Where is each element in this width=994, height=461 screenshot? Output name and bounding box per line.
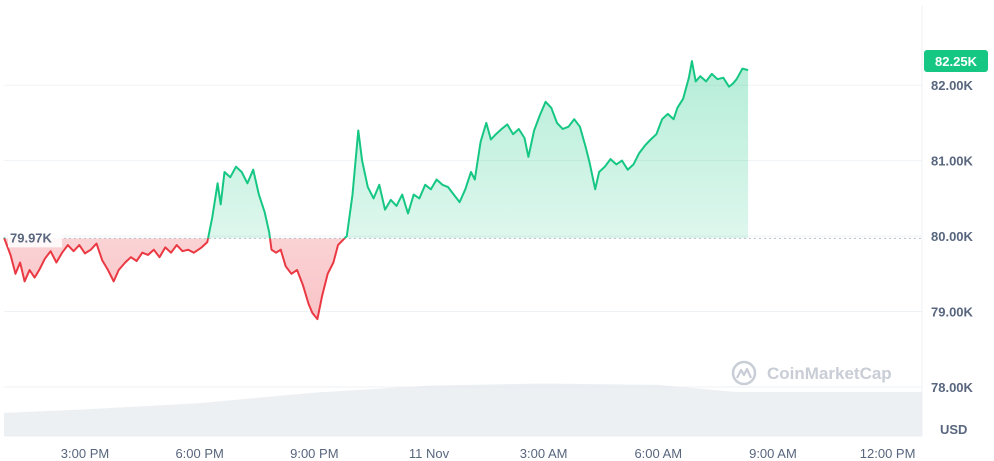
price-area (4, 61, 749, 320)
x-axis: 3:00 PM 6:00 PM 9:00 PM 11 Nov 3:00 AM 6:00 A… (61, 446, 916, 461)
x-tick-label: 12:00 PM (860, 446, 916, 461)
volume-profile (4, 383, 922, 436)
x-tick-label: 9:00 PM (290, 446, 338, 461)
x-tick-label: 6:00 PM (175, 446, 223, 461)
y-tick-label: 81.00K (931, 154, 974, 169)
y-tick-label: 80.00K (931, 229, 974, 244)
watermark-text: CoinMarketCap (767, 364, 892, 383)
y-tick-label: 78.00K (931, 380, 974, 395)
price-line (3, 60, 749, 321)
x-tick-label: 9:00 AM (749, 446, 797, 461)
x-tick-label: 6:00 AM (634, 446, 682, 461)
line-below-baseline (3, 238, 346, 321)
baseline-label-group: 79.97K (8, 229, 62, 248)
volume-area (4, 383, 922, 436)
watermark: CoinMarketCap (731, 360, 892, 386)
last-price-label: 82.25K (935, 54, 978, 69)
currency-label: USD (940, 422, 967, 437)
x-tick-label: 3:00 PM (61, 446, 109, 461)
y-tick-label: 82.00K (931, 78, 974, 93)
x-tick-label: 3:00 AM (520, 446, 568, 461)
line-above-baseline (3, 60, 749, 239)
x-tick-label: 11 Nov (409, 446, 450, 461)
last-price-badge: 82.25K (924, 50, 988, 72)
baseline-label: 79.97K (10, 230, 53, 245)
y-axis: 82.00K 81.00K 80.00K 79.00K 78.00K (931, 78, 974, 395)
coinmarketcap-logo-icon (731, 360, 757, 386)
y-tick-label: 79.00K (931, 305, 974, 320)
area-above-baseline (4, 61, 749, 239)
